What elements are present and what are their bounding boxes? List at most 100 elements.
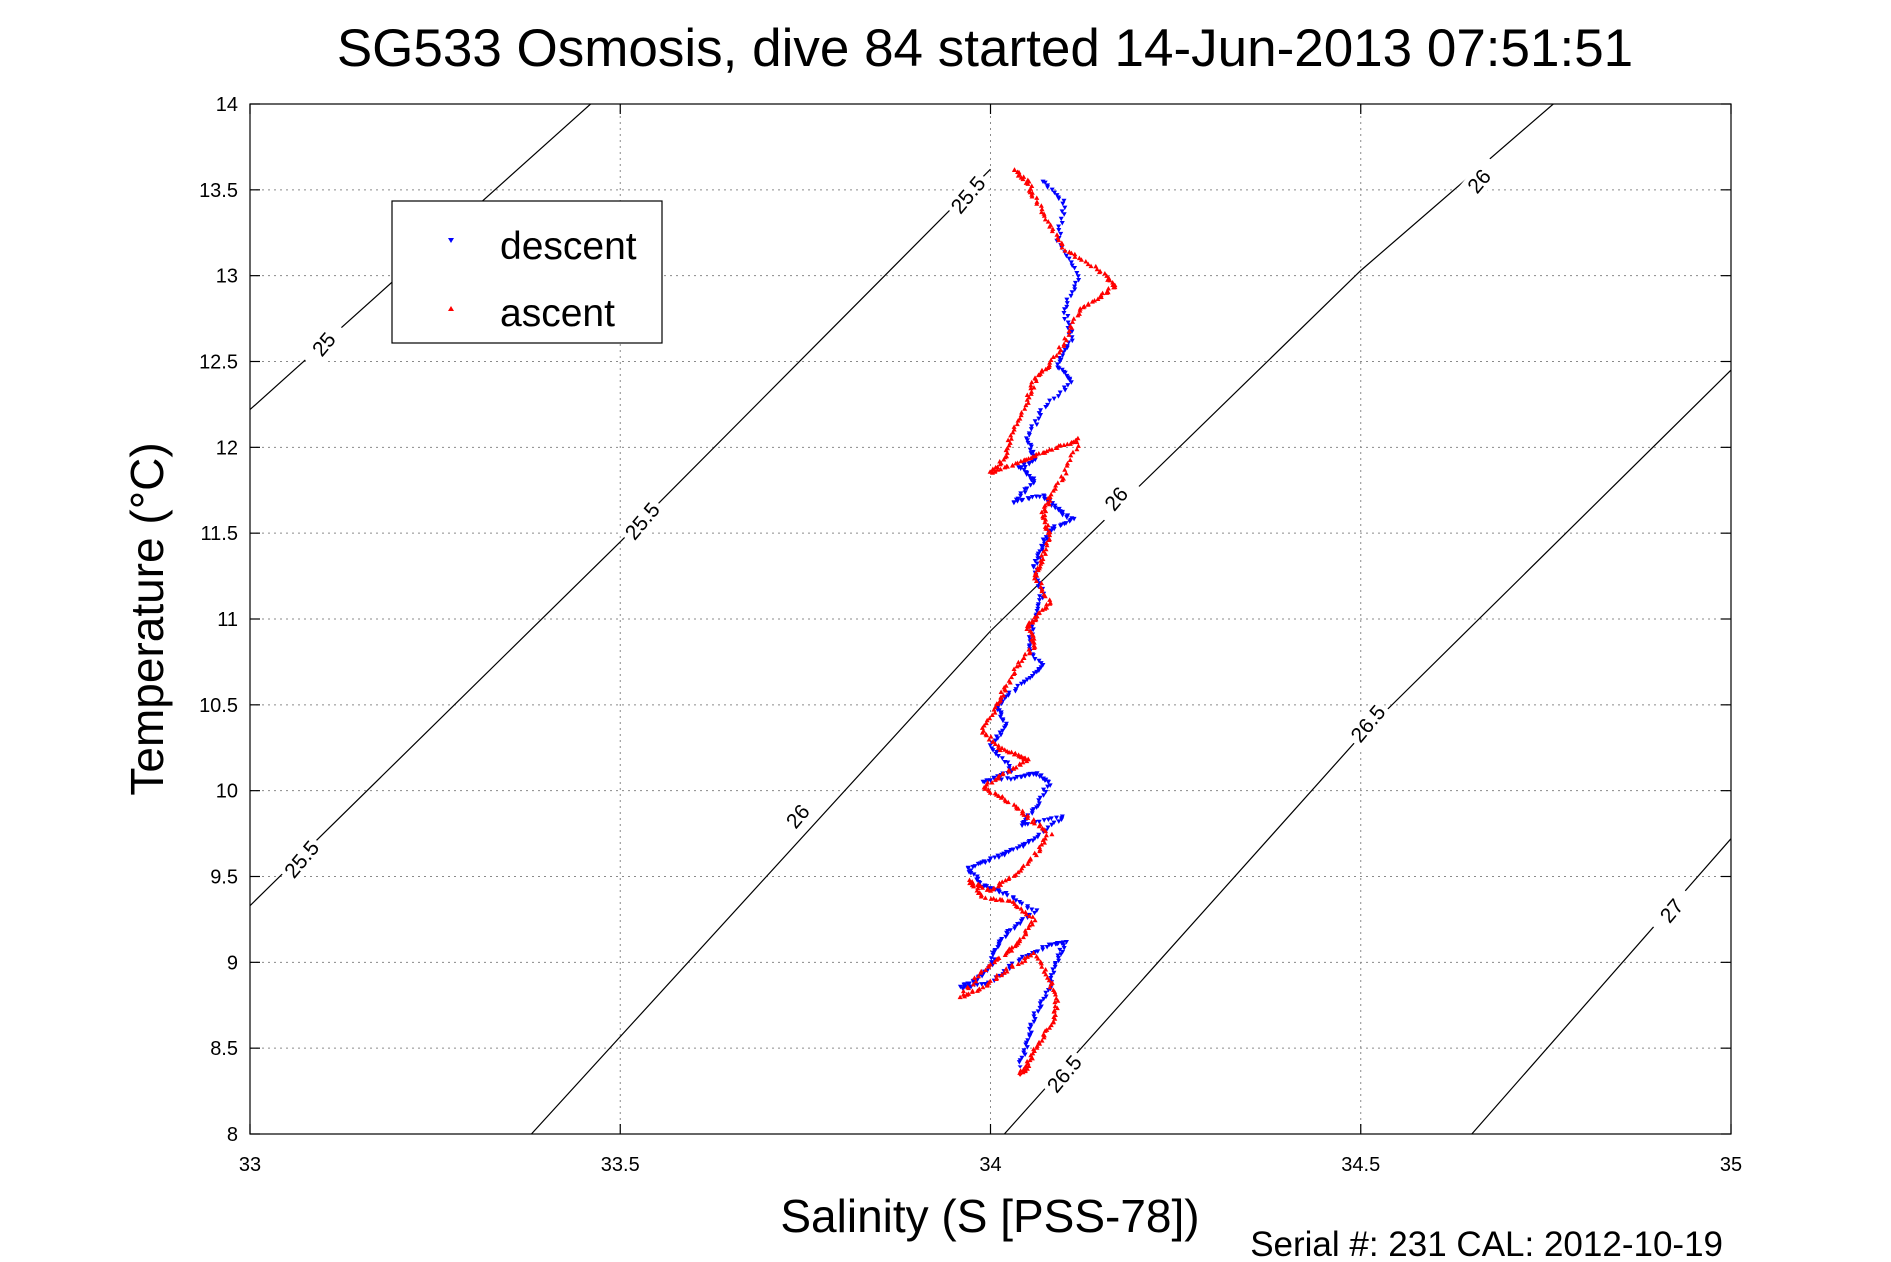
ascent-point <box>1064 460 1070 466</box>
ascent-point <box>1066 328 1072 333</box>
ascent-point <box>992 777 998 782</box>
ascent-point <box>1047 984 1053 990</box>
ascent-point <box>1013 764 1019 770</box>
descent-point <box>1005 760 1011 766</box>
ascent-point <box>1041 213 1047 218</box>
ascent-point <box>1031 640 1037 645</box>
descent-point <box>1069 290 1075 295</box>
descent-point <box>1029 808 1035 813</box>
ascent-point <box>1031 820 1037 826</box>
ascent-point <box>982 786 988 791</box>
ascent-point <box>998 795 1004 800</box>
ascent-point <box>1021 812 1027 817</box>
ascent-point <box>1025 181 1031 186</box>
descent-point <box>1066 256 1072 262</box>
contour-label-bg <box>1343 697 1393 750</box>
contour-label-bg <box>299 318 349 371</box>
ascent-point <box>1096 269 1102 275</box>
ascent-point <box>1043 366 1049 372</box>
ascent-point <box>998 689 1004 694</box>
descent-point <box>1030 627 1036 632</box>
descent-point <box>1026 644 1032 650</box>
ascent-point <box>999 771 1005 777</box>
ascent-point <box>1029 1055 1035 1061</box>
descent-point <box>1055 362 1061 367</box>
descent-point <box>1042 778 1048 783</box>
contour-label-bg <box>1647 884 1697 937</box>
ascent-point <box>1070 449 1076 455</box>
ascent-point <box>1043 540 1049 546</box>
ascent-point <box>1047 498 1053 503</box>
descent-point <box>1021 467 1027 473</box>
ascent-point <box>992 741 998 746</box>
descent-point <box>1041 539 1047 544</box>
ascent-point <box>1083 258 1089 264</box>
descent-point <box>1032 419 1038 424</box>
ascent-point <box>1018 754 1024 760</box>
ascent-point <box>1028 382 1034 388</box>
ascent-point <box>1064 463 1070 468</box>
ascent-point <box>1047 601 1053 606</box>
descent-point <box>1068 260 1074 265</box>
y-tick-label: 12 <box>216 437 238 459</box>
ascent-point <box>1038 561 1044 566</box>
descent-point <box>1065 383 1071 388</box>
descent-point <box>1022 773 1028 779</box>
ascent-point <box>1042 593 1048 599</box>
descent-point <box>1056 958 1062 964</box>
ascent-point <box>992 710 998 715</box>
descent-point <box>1033 772 1039 778</box>
descent-point <box>986 858 992 864</box>
ascent-point <box>1042 1028 1048 1033</box>
ascent-point <box>1027 1057 1033 1063</box>
ascent-point <box>1104 273 1110 278</box>
ascent-point <box>1042 519 1048 525</box>
ascent-point <box>1008 432 1014 438</box>
descent-point <box>984 778 990 783</box>
ascent-point <box>1032 917 1038 923</box>
descent-point <box>1035 1009 1041 1014</box>
ascent-point <box>997 747 1003 753</box>
ascent-point <box>1033 852 1039 858</box>
descent-point <box>1032 656 1038 662</box>
descent-point <box>1074 271 1080 276</box>
descent-point <box>1065 320 1071 326</box>
descent-point <box>993 751 999 757</box>
y-tick-label: 11.5 <box>201 523 238 545</box>
descent-point <box>1045 780 1051 785</box>
descent-point <box>1004 893 1010 898</box>
contour-label-bg <box>1454 155 1504 208</box>
ascent-point <box>1028 385 1034 391</box>
ascent-point <box>983 720 989 726</box>
ascent-point <box>1043 832 1049 838</box>
ascent-point <box>1077 308 1083 313</box>
descent-point <box>1047 398 1053 404</box>
descent-point <box>1036 798 1042 803</box>
ascent-point <box>967 880 973 886</box>
descent-point <box>1043 990 1049 996</box>
x-tick-label: 34.5 <box>1341 1154 1380 1176</box>
descent-point <box>1048 816 1054 821</box>
descent-point <box>1012 689 1018 694</box>
descent-point <box>1061 943 1067 948</box>
descent-point <box>1043 405 1049 410</box>
ascent-point <box>1018 412 1024 418</box>
ascent-point <box>1031 950 1037 956</box>
ascent-point <box>957 994 963 1000</box>
descent-point <box>1062 387 1068 393</box>
descent-point <box>1051 970 1057 976</box>
descent-point <box>975 861 981 867</box>
ascent-point <box>989 712 995 718</box>
ascent-point <box>1041 504 1047 509</box>
series-descent <box>957 179 1082 1069</box>
ascent-point <box>1044 448 1050 454</box>
ascent-point <box>1009 944 1015 950</box>
descent-point <box>1061 385 1067 391</box>
descent-point <box>1056 819 1062 824</box>
ascent-point <box>1049 831 1055 837</box>
descent-point <box>1014 846 1020 851</box>
descent-point <box>1029 494 1035 500</box>
ascent-point <box>997 461 1003 467</box>
ascent-point <box>1014 421 1020 427</box>
descent-point <box>1072 284 1078 289</box>
